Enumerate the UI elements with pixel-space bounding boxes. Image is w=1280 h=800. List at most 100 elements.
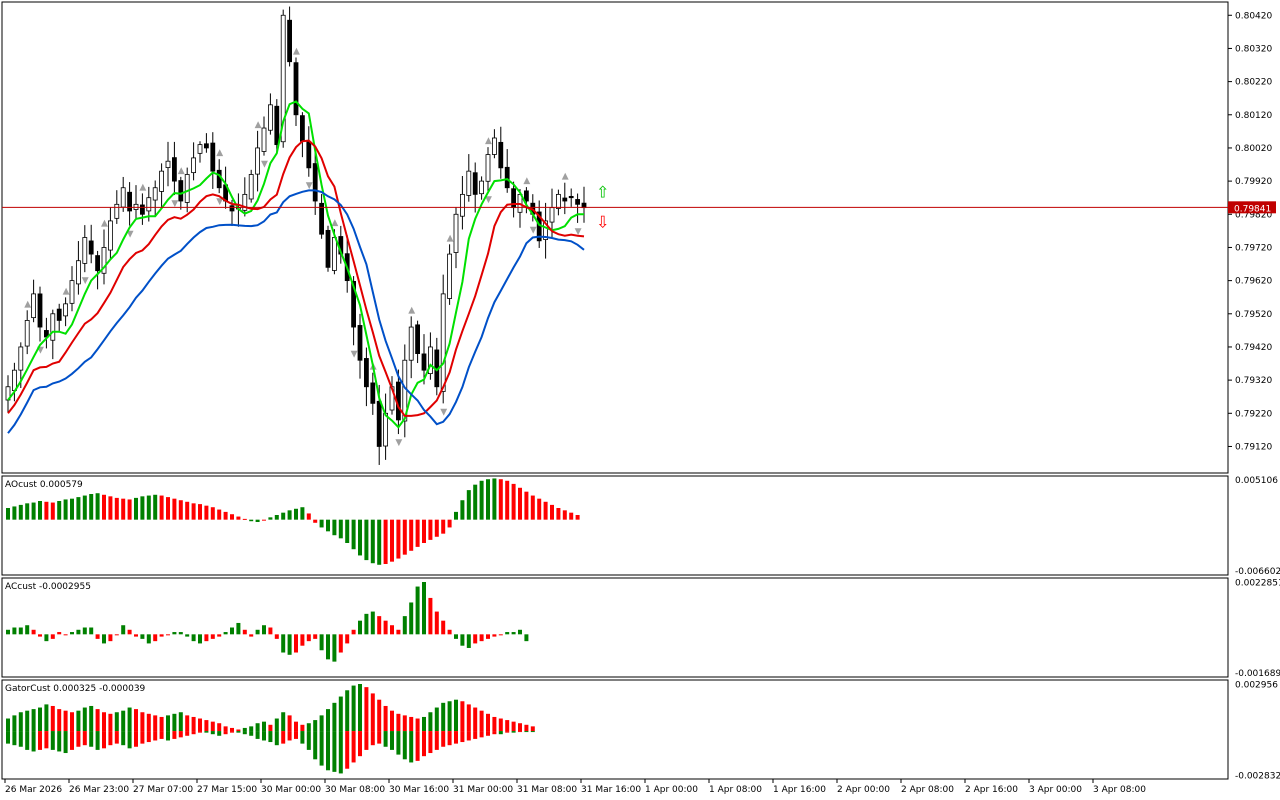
gator-upper-bar	[57, 709, 62, 732]
candle-body	[261, 127, 267, 152]
fractal-up-mark: ▲	[178, 166, 185, 176]
candle-body	[421, 353, 427, 371]
gator-lower-bar	[108, 731, 113, 746]
gator-upper-bar	[6, 718, 10, 732]
gator-lower-bar	[518, 731, 522, 733]
x-tick-label: 2 Apr 16:00	[965, 785, 1018, 795]
ac-bar	[82, 627, 87, 635]
candle-body	[319, 202, 325, 235]
ao-bar	[409, 519, 414, 551]
fractal-up-mark: ▲	[24, 299, 31, 309]
gator-lower-bar	[114, 731, 119, 744]
gator-lower-bar	[153, 731, 158, 741]
fractal-up-mark: ▲	[255, 120, 262, 130]
gator-upper-bar	[345, 690, 350, 732]
ac-bar	[172, 632, 177, 635]
ao-bar	[454, 511, 458, 520]
candle-body	[69, 280, 75, 304]
gator-upper-bar	[121, 710, 126, 732]
candle-body	[415, 324, 421, 354]
ao-bar	[518, 487, 522, 520]
gator-lower-bar	[306, 731, 311, 750]
candle-body	[191, 157, 197, 174]
fractal-down-mark: ▼	[440, 407, 447, 417]
x-tick-label: 30 Mar 00:00	[261, 785, 321, 795]
fractal-down-mark: ▼	[261, 160, 268, 170]
ac-bar	[473, 634, 478, 644]
ac-bar	[287, 634, 292, 655]
candle-body	[139, 204, 145, 215]
ac-bar	[230, 627, 234, 635]
gator-upper-bar	[63, 710, 68, 732]
ao-bar	[242, 518, 247, 520]
x-tick-label: 3 Apr 00:00	[1029, 785, 1082, 795]
fractal-up-mark: ▲	[523, 176, 530, 186]
gator-upper-bar	[498, 718, 503, 732]
candle-body	[556, 193, 561, 209]
ac-bar	[281, 634, 286, 653]
ao-bar	[569, 512, 574, 520]
candle-body	[120, 187, 126, 208]
fractal-down-mark: ▼	[82, 276, 89, 286]
candle-body	[524, 190, 529, 202]
fractal-up-mark: ▲	[331, 218, 338, 228]
gator-upper-bar	[255, 723, 260, 732]
ac-bar	[313, 634, 318, 639]
candle-body	[351, 281, 357, 328]
x-tick-label: 30 Mar 08:00	[325, 785, 385, 795]
gator-lower-bar	[121, 731, 126, 746]
gator-lower-bar	[18, 731, 23, 747]
candle-body	[76, 260, 81, 285]
gator-upper-bar	[326, 709, 330, 732]
ao-bar	[172, 498, 177, 520]
ac-bar	[390, 625, 394, 635]
gator-lower-bar	[428, 731, 433, 754]
gator-lower-bar	[364, 731, 369, 750]
ac-y-tick-label: 0.0022851	[1235, 578, 1280, 588]
candle-body	[165, 160, 171, 168]
candle-body	[459, 193, 465, 217]
gator-lower-bar	[524, 731, 529, 733]
gator-upper-bar	[108, 713, 113, 732]
gator-lower-bar	[492, 731, 497, 735]
gator-upper-bar	[396, 713, 401, 732]
ac-bar	[191, 634, 196, 642]
candle-body	[562, 197, 568, 202]
gator-lower-bar	[319, 731, 324, 766]
candle-body	[287, 19, 293, 63]
ac-bar	[217, 634, 222, 637]
ao-bar	[434, 519, 439, 537]
gator-upper-bar	[434, 707, 439, 732]
ac-bar	[159, 634, 164, 637]
candle-body	[472, 172, 478, 195]
gator-upper-bar	[178, 712, 183, 732]
gator-y-tick-label: -0.002832	[1235, 772, 1280, 782]
ao-bar	[390, 519, 394, 562]
ac-bar	[185, 634, 190, 637]
gator-upper-bar	[262, 721, 266, 732]
gator-upper-bar	[50, 705, 55, 732]
gator-lower-bar	[63, 731, 68, 754]
fractal-up-mark: ▲	[139, 182, 146, 192]
ac-bar	[274, 634, 279, 639]
candle-body	[376, 400, 382, 447]
gator-lower-bar	[358, 731, 362, 757]
ac-y-tick-label: -0.0016896	[1235, 669, 1280, 679]
y-tick-label: 0.79620	[1235, 277, 1272, 287]
ao-bar	[287, 510, 292, 520]
gator-lower-bar	[44, 731, 49, 749]
candle-body	[274, 105, 280, 146]
ac-bar	[134, 634, 138, 637]
gator-lower-bar	[12, 731, 17, 746]
x-tick-label: 2 Apr 08:00	[901, 785, 954, 795]
candle-body	[267, 104, 273, 131]
gator-upper-bar	[358, 684, 362, 732]
gator-lower-bar	[249, 731, 254, 736]
panel-frame-gator	[1, 679, 1229, 780]
ao-bar	[114, 497, 119, 520]
gator-lower-bar	[479, 731, 484, 738]
x-tick-label: 26 Mar 23:00	[69, 785, 129, 795]
gator-upper-bar	[185, 715, 190, 732]
x-tick-label: 3 Apr 08:00	[1093, 785, 1146, 795]
